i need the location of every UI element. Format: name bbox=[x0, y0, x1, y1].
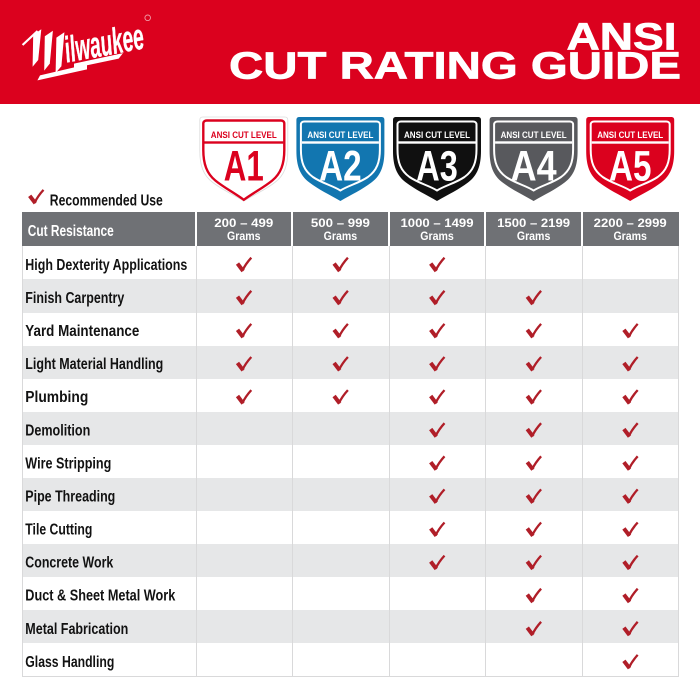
svg-text:Light Material Handling: Light Material Handling bbox=[25, 356, 163, 373]
svg-text:Cut Resistance: Cut Resistance bbox=[28, 223, 114, 240]
svg-text:Concrete Work: Concrete Work bbox=[25, 555, 113, 572]
svg-text:Grams: Grams bbox=[420, 229, 454, 243]
svg-text:High Dexterity Applications: High Dexterity Applications bbox=[25, 257, 187, 274]
svg-text:1500 – 2199: 1500 – 2199 bbox=[497, 216, 570, 230]
svg-text:Duct & Sheet Metal Work: Duct & Sheet Metal Work bbox=[25, 588, 175, 605]
svg-text:2200 – 2999: 2200 – 2999 bbox=[594, 216, 667, 230]
svg-text:ANSI CUT LEVEL: ANSI CUT LEVEL bbox=[501, 130, 567, 141]
svg-text:ANSI CUT LEVEL: ANSI CUT LEVEL bbox=[211, 130, 277, 141]
svg-text:ANSI CUT LEVEL: ANSI CUT LEVEL bbox=[597, 130, 663, 141]
svg-text:ANSI: ANSI bbox=[567, 16, 677, 58]
svg-text:A3: A3 bbox=[416, 144, 458, 191]
svg-text:Pipe Threading: Pipe Threading bbox=[25, 488, 115, 505]
svg-text:200 – 499: 200 – 499 bbox=[214, 216, 273, 230]
svg-text:A5: A5 bbox=[609, 144, 652, 191]
svg-text:A2: A2 bbox=[319, 144, 362, 191]
svg-text:Finish Carpentry: Finish Carpentry bbox=[25, 290, 124, 307]
svg-text:500 – 999: 500 – 999 bbox=[311, 216, 370, 230]
svg-text:Wire Stripping: Wire Stripping bbox=[25, 455, 111, 472]
svg-text:1000 – 1499: 1000 – 1499 bbox=[401, 216, 474, 230]
svg-text:ANSI CUT LEVEL: ANSI CUT LEVEL bbox=[404, 130, 470, 141]
svg-text:Grams: Grams bbox=[517, 229, 551, 243]
svg-text:Yard Maintenance: Yard Maintenance bbox=[25, 323, 139, 340]
svg-text:Demolition: Demolition bbox=[25, 422, 90, 439]
svg-text:CUT RATING GUIDE: CUT RATING GUIDE bbox=[229, 45, 681, 87]
svg-text:A4: A4 bbox=[511, 144, 557, 191]
svg-text:A1: A1 bbox=[224, 144, 264, 191]
svg-text:Plumbing: Plumbing bbox=[25, 389, 88, 406]
svg-text:Grams: Grams bbox=[324, 229, 358, 243]
svg-text:Grams: Grams bbox=[613, 229, 647, 243]
svg-text:ilwaukee: ilwaukee bbox=[61, 16, 147, 71]
svg-text:ANSI CUT LEVEL: ANSI CUT LEVEL bbox=[307, 130, 373, 141]
svg-text:Glass Handling: Glass Handling bbox=[25, 654, 114, 671]
svg-text:Metal Fabrication: Metal Fabrication bbox=[25, 621, 128, 638]
svg-text:Tile Cutting: Tile Cutting bbox=[25, 522, 92, 539]
svg-text:Recommended Use: Recommended Use bbox=[50, 193, 163, 210]
svg-text:Grams: Grams bbox=[227, 229, 261, 243]
